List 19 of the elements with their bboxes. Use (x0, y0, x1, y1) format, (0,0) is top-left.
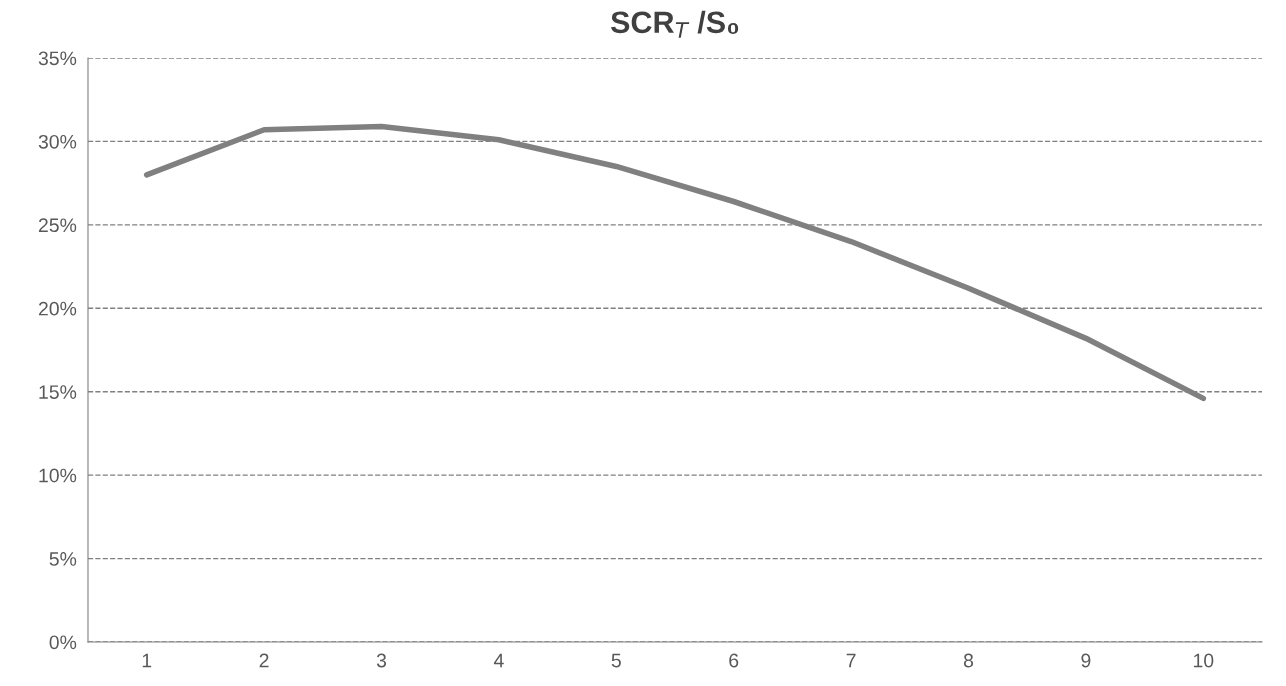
chart-title: SCR$_{T}$ /S₀ (610, 10, 739, 38)
y-tick-label: 10% (39, 468, 77, 483)
x-tick-label: 5 (611, 653, 621, 668)
x-tick-label: 9 (1081, 653, 1091, 668)
x-tick-label: 3 (376, 653, 387, 668)
y-tick-label: 25% (38, 218, 77, 233)
x-tick-label: 6 (729, 653, 739, 668)
x-tick-label: 10 (1193, 653, 1214, 668)
x-tick-label: 4 (493, 653, 504, 668)
y-tick-label: 30% (38, 134, 77, 149)
x-tick-label: 1 (142, 653, 152, 668)
y-tick-label: 35% (38, 51, 77, 66)
x-tick-label: 8 (963, 653, 974, 668)
x-tick-label: 2 (259, 653, 269, 668)
x-tick-label: 7 (846, 653, 856, 668)
y-tick-label: 15% (39, 385, 77, 399)
y-tick-label: 20% (38, 301, 77, 316)
y-tick-label: 0% (49, 635, 77, 650)
y-tick-label: 5% (49, 552, 77, 566)
